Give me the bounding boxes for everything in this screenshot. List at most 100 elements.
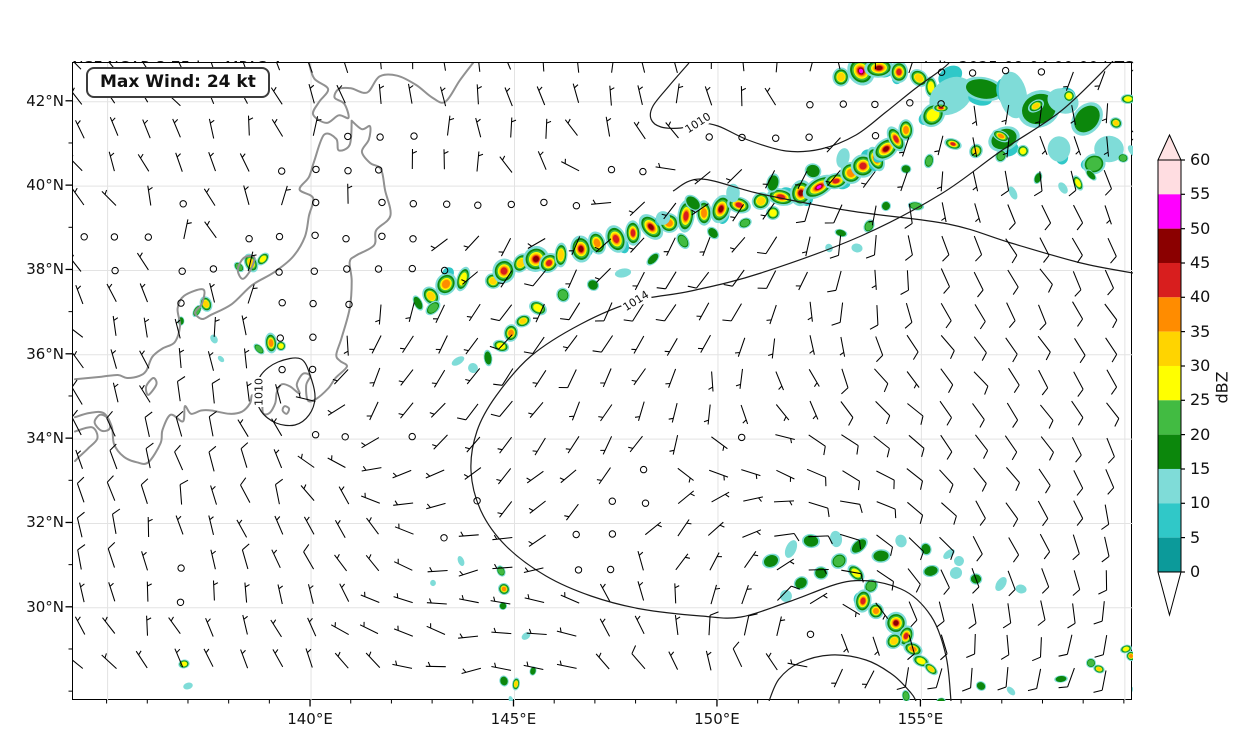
wind-barb — [973, 271, 984, 298]
wind-barb — [446, 115, 455, 136]
wind-barb — [205, 617, 214, 637]
wind-barb — [808, 535, 833, 545]
calm-wind-circle — [275, 268, 283, 276]
reflectivity-cell — [898, 119, 914, 141]
calm-wind-circle — [608, 530, 617, 538]
wind-barb — [1004, 435, 1018, 461]
wind-barb — [179, 479, 189, 505]
wind-barb — [1104, 269, 1114, 296]
reflectivity-cell — [944, 138, 962, 150]
reflectivity-cell — [804, 163, 822, 179]
wind-barb — [868, 205, 877, 226]
calm-wind-circle — [378, 198, 386, 207]
wind-barb — [940, 569, 950, 595]
wind-barb — [705, 650, 712, 671]
wind-barb — [236, 519, 248, 538]
wind-barb — [247, 284, 258, 304]
wind-barb — [73, 409, 82, 436]
reflectivity-cell — [863, 219, 875, 233]
wind-barb — [1068, 170, 1077, 197]
wind-barb — [111, 508, 121, 534]
wind-barb — [1007, 570, 1016, 597]
wind-barb — [175, 411, 184, 437]
wind-barb — [461, 667, 482, 675]
wind-barb — [742, 63, 745, 72]
wind-barb — [861, 171, 876, 188]
wind-barb — [523, 661, 544, 671]
wind-barb — [560, 592, 580, 604]
wind-barb — [896, 667, 910, 691]
colorbar-tick-label: 60 — [1190, 150, 1211, 169]
wind-barb — [240, 442, 249, 468]
reflectivity-cell — [881, 200, 891, 212]
calm-wind-circle — [80, 233, 88, 241]
wind-barb — [722, 303, 742, 322]
wind-barb — [971, 105, 978, 126]
wind-barb — [101, 653, 117, 669]
wind-barb — [246, 381, 252, 402]
wind-barb — [764, 87, 777, 106]
calm-wind-circle — [309, 299, 317, 308]
wind-barb — [533, 303, 545, 323]
wind-barb — [1038, 468, 1051, 494]
reflectivity-cell — [851, 243, 863, 253]
calm-wind-circle — [209, 265, 218, 273]
reflectivity-cell — [726, 183, 740, 203]
wind-barb — [241, 315, 248, 336]
wind-barb — [137, 153, 150, 172]
reflectivity-cell — [766, 206, 780, 220]
wind-barb — [940, 634, 948, 661]
reflectivity-cell — [885, 632, 903, 650]
wind-barb — [536, 86, 546, 106]
wind-barb — [674, 583, 680, 604]
wind-barb — [339, 583, 350, 602]
reflectivity-cell — [508, 696, 514, 701]
reflectivity-cell — [522, 246, 550, 272]
wind-barb — [674, 63, 678, 74]
wind-barb — [1037, 335, 1051, 361]
wind-barb — [478, 63, 481, 72]
wind-barb — [1071, 237, 1083, 263]
reflectivity-cell — [1054, 675, 1068, 683]
wind-barb — [703, 404, 711, 425]
calm-wind-circle — [572, 202, 581, 210]
wind-barb — [139, 283, 148, 303]
wind-barb — [1005, 337, 1018, 363]
wind-barb — [841, 569, 864, 583]
wind-barb — [280, 185, 291, 206]
wind-barb — [1072, 570, 1081, 596]
wind-barb — [73, 187, 85, 206]
reflectivity-cell — [901, 689, 911, 701]
wind-barb — [697, 334, 711, 353]
calm-wind-circle — [311, 231, 319, 240]
wind-barb — [664, 338, 678, 356]
wind-barb — [693, 171, 711, 185]
wind-barb — [465, 368, 481, 385]
wind-barb — [572, 83, 580, 103]
colorbar-axis-label: dBZ — [1212, 371, 1232, 404]
wind-barb — [392, 469, 412, 479]
wind-barb — [1107, 237, 1117, 264]
wind-barb — [209, 282, 216, 303]
colorbar-tick-label: 55 — [1190, 184, 1211, 204]
wind-barb — [556, 660, 577, 669]
reflectivity-cell — [503, 324, 519, 342]
wind-barb — [109, 117, 119, 136]
wind-barb — [425, 469, 445, 479]
wind-barb — [108, 582, 116, 602]
wind-barb — [971, 568, 980, 594]
calm-wind-circle — [179, 200, 187, 208]
wind-barb — [1006, 467, 1020, 492]
wind-barb — [136, 252, 149, 271]
wind-barb — [809, 592, 828, 605]
reflectivity-cell — [975, 681, 987, 691]
reflectivity-cell — [1015, 584, 1027, 594]
wind-barb — [271, 418, 283, 437]
wind-barb — [73, 155, 83, 172]
wind-barb — [1040, 436, 1054, 461]
wind-barb — [147, 516, 153, 538]
wind-barb — [144, 411, 153, 438]
calm-wind-circle — [177, 299, 185, 307]
reflectivity-cell — [834, 228, 848, 238]
reflectivity-cell — [1117, 153, 1129, 163]
